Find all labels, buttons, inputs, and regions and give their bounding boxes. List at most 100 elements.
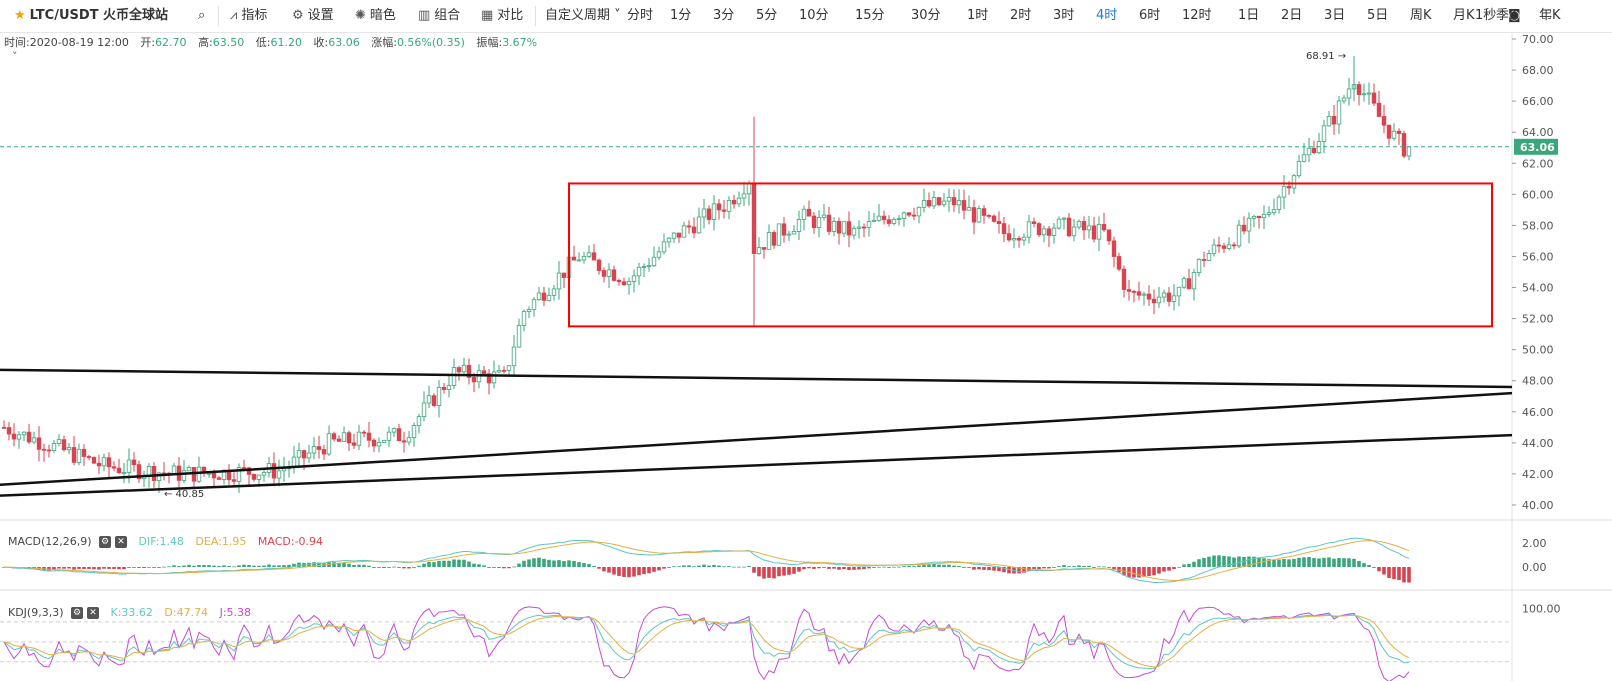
period-20[interactable]: 年K [1539,8,1561,23]
gear-icon[interactable]: ⚙ [71,607,83,619]
candle-body [1166,292,1172,302]
camera-icon[interactable]: ◙ [1508,8,1521,23]
macd-bar [812,567,816,569]
candle-body [1076,221,1082,228]
period-3[interactable]: 5分 [756,8,778,23]
period-2[interactable]: 3分 [713,8,735,23]
custom-period-dropdown[interactable]: 自定义周期 ˅ [545,8,621,23]
macd-bar [637,567,641,576]
period-1[interactable]: 1分 [670,8,692,23]
combo-button[interactable]: ▥ 组合 [418,0,460,32]
trendline-lower[interactable] [0,433,1513,497]
price-tick-2: 44.00 [1522,437,1554,450]
period-9[interactable]: 3时 [1053,8,1075,23]
price-tick-6: 52.00 [1522,313,1554,326]
period-18[interactable]: 月K [1453,8,1475,23]
period-10[interactable]: 4时 [1096,8,1118,23]
period-6[interactable]: 30分 [911,8,941,23]
indicators-button[interactable]: ⩘ 指标 [230,0,267,32]
macd-bar [1342,558,1346,567]
macd-bar [127,567,131,568]
candle-body [186,467,192,472]
candle-body [851,227,857,236]
macd-bar [372,567,376,568]
period-16[interactable]: 5日 [1367,8,1389,23]
price-tick-11: 62.00 [1522,157,1554,170]
refresh-interval[interactable]: 1秒 [1475,8,1497,23]
macd-bar [952,565,956,567]
macd-bar [1032,567,1036,569]
candle-body [1331,116,1337,125]
candle-body [1381,116,1387,126]
period-17[interactable]: 周K [1410,8,1432,23]
candle-body [1386,124,1392,139]
period-12[interactable]: 12时 [1182,8,1212,23]
macd-bar [1017,567,1021,574]
range-box[interactable] [568,182,1493,328]
candle-body [136,464,142,480]
candle-body [236,467,242,482]
period-15[interactable]: 3日 [1324,8,1346,23]
macd-bar [787,567,791,575]
compare-button[interactable]: ▦ 对比 [481,0,523,32]
candle-body [1186,278,1192,290]
candle-body [661,241,667,253]
candle-body [821,214,827,218]
candle-body [1391,130,1397,139]
close-icon[interactable]: ✕ [87,607,99,619]
price-tick-5: 50.00 [1522,344,1554,357]
compare-icon: ▦ [481,8,494,23]
candle-body [1346,88,1352,99]
theme-button[interactable]: ✺ 暗色 [355,0,396,32]
macd-bar [312,562,316,567]
candle-body [1001,223,1007,235]
symbol-selector[interactable]: ★ LTC/USDT 火币全球站 [14,0,168,32]
macd-bar [817,567,821,569]
macd-bar [712,564,716,567]
macd-bar [1337,558,1341,567]
search-icon[interactable]: ⌕ [198,8,206,23]
candle-body [1276,196,1282,210]
candle-body [1021,236,1027,241]
candle-body [256,474,262,480]
macd-bar [192,565,196,567]
dea-line [3,540,1410,581]
candle-body [21,431,27,436]
fullscreen-icon[interactable]: ⛶ [1542,8,1552,23]
macd-bar [1377,567,1381,572]
period-8[interactable]: 2时 [1010,8,1032,23]
period-0[interactable]: 分时 [627,8,654,23]
settings-button[interactable]: ⚙ 设置 [292,0,334,32]
candle-body [1241,224,1247,232]
candle-body [961,200,967,211]
macd-bar [512,566,516,568]
candle-body [1086,225,1092,231]
gear-icon[interactable]: ⚙ [99,536,112,548]
macd-bar [1207,556,1211,567]
candle-body [816,217,822,229]
macd-bar [682,565,686,567]
close-icon[interactable]: ✕ [115,536,128,548]
period-11[interactable]: 6时 [1139,8,1161,23]
low-value: 61.20 [270,36,303,49]
collapse-chevron-icon[interactable]: ˅ [12,50,18,63]
period-13[interactable]: 1日 [1238,8,1260,23]
trendline-upper[interactable] [0,368,1513,389]
macd-bar [1097,566,1101,568]
star-icon[interactable]: ★ [14,8,26,23]
candle-body [386,431,392,441]
candle-body [626,280,632,286]
candle-body [381,439,387,443]
candle-body [916,206,922,217]
trendline-middle[interactable] [0,391,1513,487]
macd-bar [872,567,876,568]
macd-bar [757,567,761,577]
macd-bar [92,567,96,570]
period-14[interactable]: 2日 [1281,8,1303,23]
period-7[interactable]: 1时 [967,8,989,23]
period-19[interactable]: 季K [1496,8,1518,23]
period-4[interactable]: 10分 [799,8,829,23]
period-5[interactable]: 15分 [855,8,885,23]
candle-body [596,259,602,271]
